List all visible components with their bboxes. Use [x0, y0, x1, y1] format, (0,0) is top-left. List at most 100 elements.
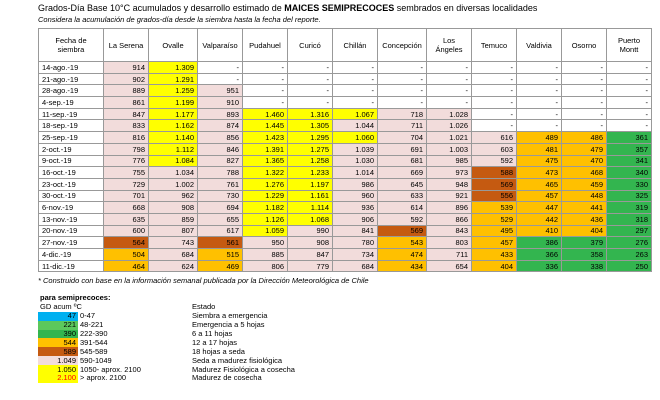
cell: 330 — [606, 177, 652, 191]
date-cell: 9-oct.-19 — [38, 154, 104, 168]
column-header: La Serena — [103, 28, 149, 62]
data-table: Fecha de siembra La Serena Ovalle Valparaís… — [38, 28, 652, 273]
cell: 486 — [561, 131, 607, 144]
legend: para semiprecoces: GD acum ºC Estado 47 0-47… — [38, 294, 297, 383]
cell: 366 — [516, 248, 562, 261]
cell: 341 — [606, 154, 652, 168]
cell: - — [606, 61, 652, 74]
cell: 616 — [471, 131, 517, 144]
subtitle: Considera la acumulación de grados-día d… — [38, 15, 321, 24]
table-row: 28-ago.-19 889 1.259 951- - - - - - - - - — [38, 84, 652, 98]
cell: 986 — [332, 177, 378, 191]
cell: 847 — [103, 107, 149, 121]
cell: 263 — [606, 248, 652, 261]
cell: 816 — [103, 131, 149, 144]
cell: 960 — [332, 189, 378, 203]
cell: 635 — [103, 212, 149, 226]
cell: 701 — [103, 189, 149, 203]
cell: 1.275 — [287, 142, 333, 156]
cell: - — [516, 107, 562, 121]
column-header: Fecha de siembra — [38, 28, 104, 62]
table-row: 2-oct.-19 798 1.112 846 1.391 1.275 1.039 691 1.… — [38, 142, 652, 156]
cell: - — [197, 72, 243, 86]
legend-header-row: GD acum ºC Estado — [38, 303, 297, 312]
legend-range: 48-221 — [80, 320, 104, 330]
cell: 704 — [377, 131, 427, 144]
cell: 1.229 — [242, 189, 288, 203]
date-cell: 25-sep.-19 — [38, 131, 104, 144]
title: Grados-Día Base 10°C acumulados y desarr… — [38, 3, 537, 13]
cell: 473 — [516, 166, 562, 179]
cell: 1.177 — [148, 107, 198, 121]
legend-row: 390 222-390 6 a 11 hojas — [38, 330, 297, 339]
cell: - — [606, 84, 652, 98]
cell: - — [471, 96, 517, 109]
date-cell: 11-sep.-19 — [38, 107, 104, 121]
date-cell: 13-nov.-19 — [38, 212, 104, 226]
date-cell: 14-ago.-19 — [38, 61, 104, 74]
table-row: 16-oct.-19 755 1.034 788 1.322 1.233 1.014 669 9… — [38, 166, 652, 179]
legend-range: 0-47 — [80, 311, 96, 321]
cell: 1.295 — [287, 131, 333, 144]
column-header: Ovalle — [148, 28, 198, 62]
date-cell: 20-nov.-19 — [38, 224, 104, 238]
cell: 755 — [103, 166, 149, 179]
cell: - — [516, 96, 562, 109]
cell: 614 — [377, 201, 427, 214]
cell: - — [242, 84, 288, 98]
legend-range: 1050- aprox. 2100 — [80, 364, 141, 374]
cell: 1.030 — [332, 154, 378, 168]
cell: 962 — [148, 189, 198, 203]
cell: 896 — [426, 201, 472, 214]
cell: 1.059 — [242, 224, 288, 238]
cell: - — [287, 84, 333, 98]
cell: 1.002 — [148, 177, 198, 191]
cell: 908 — [148, 201, 198, 214]
legend-range: > aprox. 2100 — [80, 373, 127, 383]
cell: - — [516, 84, 562, 98]
cell: - — [242, 96, 288, 109]
cell: 806 — [242, 259, 288, 273]
footnote: * Construido con base en la información … — [38, 276, 369, 285]
cell: 588 — [471, 166, 517, 179]
date-cell: 6-nov.-19 — [38, 201, 104, 214]
legend-row: 1.049 590-1049 Seda a madurez fisiológica — [38, 355, 297, 366]
cell: - — [471, 107, 517, 121]
cell: 684 — [332, 259, 378, 273]
cell: 474 — [377, 248, 427, 261]
legend-swatch: 1.049 — [38, 356, 78, 366]
cell: 1.060 — [332, 131, 378, 144]
column-header: Puerto Montt — [606, 28, 652, 62]
legend-row: 221 48-221 Emergencia a 5 hojas — [38, 321, 297, 330]
cell: 633 — [377, 189, 427, 203]
cell: 1.044 — [332, 119, 378, 133]
cell: 1.291 — [148, 72, 198, 86]
cell: 1.309 — [148, 61, 198, 74]
cell: - — [516, 119, 562, 133]
cell: 985 — [426, 154, 472, 168]
cell: 539 — [471, 201, 517, 214]
cell: 990 — [287, 224, 333, 238]
cell: 556 — [471, 189, 517, 203]
date-cell: 18-sep.-19 — [38, 119, 104, 133]
cell: - — [471, 84, 517, 98]
legend-state: Seda a madurez fisiológica — [192, 355, 283, 365]
cell: - — [561, 107, 607, 121]
cell: 866 — [426, 212, 472, 226]
table-row: 11-sep.-19 847 1.177 893 1.460 1.316 1.067 718 1… — [38, 107, 652, 121]
cell: 325 — [606, 189, 652, 203]
cell: 1.003 — [426, 142, 472, 156]
cell: 761 — [197, 177, 243, 191]
cell: 361 — [606, 131, 652, 144]
cell: 515 — [197, 248, 243, 261]
cell: 1.199 — [148, 96, 198, 109]
cell: 734 — [332, 248, 378, 261]
cell: 379 — [561, 236, 607, 249]
column-header: Valdivia — [516, 28, 562, 62]
cell: 1.014 — [332, 166, 378, 179]
column-header: Valparaíso — [197, 28, 243, 62]
cell: 843 — [426, 224, 472, 238]
cell: 803 — [426, 236, 472, 249]
date-cell: 2-oct.-19 — [38, 142, 104, 156]
legend-range: 590-1049 — [80, 355, 112, 365]
